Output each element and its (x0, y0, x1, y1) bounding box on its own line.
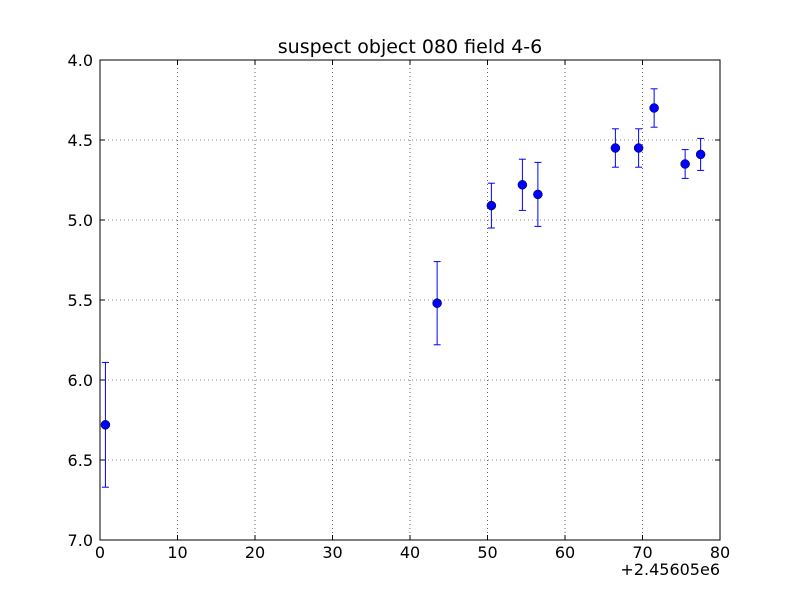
y-tick-label: 5.0 (68, 211, 93, 230)
data-point (610, 143, 621, 153)
data-point (633, 143, 644, 153)
x-tick-label: 80 (710, 543, 730, 562)
y-tick-label: 7.0 (68, 531, 93, 550)
x-tick-label: 0 (95, 543, 105, 562)
data-point (486, 200, 497, 211)
data-point (100, 420, 111, 430)
y-tick-label: 6.0 (68, 371, 93, 390)
y-tick-label: 4.5 (68, 131, 93, 150)
grid-lines (100, 60, 720, 540)
y-tick-labels: 4.0 4.5 5.0 5.5 6.0 6.5 7.0 (68, 51, 93, 550)
data-point (649, 103, 659, 113)
x-tick-label: 20 (245, 543, 265, 562)
data-point (517, 180, 528, 190)
x-tick-label: 60 (555, 543, 575, 562)
data-point (533, 189, 543, 200)
data-points (100, 103, 706, 430)
x-tick-label: 30 (322, 543, 342, 562)
y-tick-label: 4.0 (68, 51, 93, 70)
y-tick-label: 5.5 (68, 291, 93, 310)
x-tick-label: 40 (400, 543, 420, 562)
chart-title: suspect object 080 field 4-6 (278, 36, 543, 58)
plot-frame (99, 59, 721, 541)
x-tick-label: 50 (477, 543, 497, 562)
x-tick-labels: 0 10 20 30 40 50 60 70 80 (95, 543, 730, 562)
y-tick-label: 6.5 (68, 451, 93, 470)
x-tick-label: 70 (632, 543, 652, 562)
data-point (432, 298, 442, 308)
data-point (695, 149, 706, 160)
x-tick-label: 10 (167, 543, 187, 562)
x-offset-label: +2.45605e6 (620, 560, 720, 579)
data-point (680, 159, 690, 169)
